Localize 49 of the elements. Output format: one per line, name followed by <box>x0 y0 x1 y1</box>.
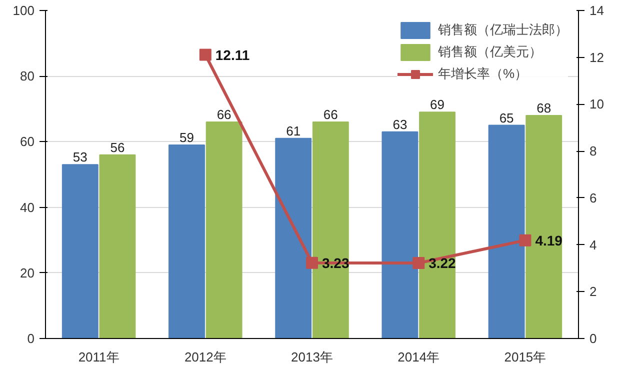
legend-label: 销售额（亿美元） <box>438 43 542 61</box>
point <box>306 256 318 269</box>
y-tick-label: 0 <box>27 331 35 346</box>
y-tick-label: 20 <box>20 265 35 280</box>
bar <box>275 138 312 338</box>
y-tick-label: 60 <box>20 134 35 150</box>
x-tick-label: 2011年 <box>78 350 120 364</box>
data-label: 66 <box>323 107 338 122</box>
bar <box>382 131 418 338</box>
y2-tick-label: 6 <box>590 190 597 206</box>
data-label: 56 <box>110 140 125 155</box>
y2-tick-label: 2 <box>590 284 597 300</box>
y-tick-label: 40 <box>20 200 35 215</box>
y2-tick-label: 14 <box>590 3 604 18</box>
y2-tick-label: 0 <box>590 331 597 346</box>
data-label: 61 <box>286 123 301 138</box>
y2-tick-label: 8 <box>590 144 597 159</box>
y-tick-label: 100 <box>12 3 35 18</box>
x-tick-label: 2013年 <box>291 350 333 364</box>
data-label: 63 <box>392 116 408 132</box>
y2-tick-label: 12 <box>590 50 604 65</box>
x-tick-label: 2015年 <box>504 350 546 364</box>
legend-label: 年增长率（%） <box>438 65 528 83</box>
data-label: 65 <box>499 110 514 126</box>
bar <box>206 122 242 338</box>
bar <box>168 144 205 338</box>
data-label: 66 <box>216 107 232 122</box>
bar <box>99 154 136 338</box>
data-label: 3.22 <box>428 255 456 272</box>
data-label: 68 <box>536 100 552 116</box>
bar <box>62 164 98 338</box>
point <box>412 257 425 270</box>
bar <box>488 124 525 338</box>
point <box>519 234 532 246</box>
x-tick-label: 2014年 <box>398 350 440 364</box>
data-label: 53 <box>72 150 88 165</box>
data-label: 4.19 <box>535 232 563 248</box>
x-tick-label: 2012年 <box>184 350 226 364</box>
point <box>199 48 212 61</box>
bar <box>526 114 562 338</box>
legend-label: 销售额（亿瑞士法郎） <box>438 21 568 39</box>
data-label: 59 <box>180 130 194 145</box>
bar <box>312 122 349 338</box>
data-label: 69 <box>430 97 444 112</box>
data-label: 12.11 <box>215 46 250 63</box>
y-tick-label: 80 <box>20 68 35 84</box>
bar <box>419 112 456 338</box>
y2-tick-label: 10 <box>590 96 604 112</box>
y2-tick-label: 4 <box>590 237 597 252</box>
